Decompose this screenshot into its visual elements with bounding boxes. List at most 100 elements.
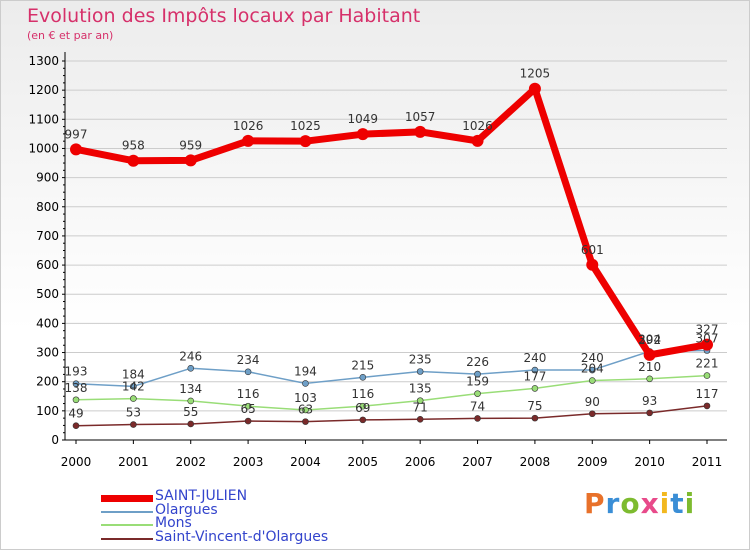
data-point: [416, 397, 424, 404]
data-label: 116: [237, 387, 260, 401]
data-point: [242, 134, 255, 147]
data-point: [127, 154, 140, 167]
data-label: 1026: [462, 119, 493, 133]
data-label: 307: [696, 331, 719, 345]
data-label: 74: [470, 399, 485, 413]
data-label: 138: [65, 381, 88, 395]
data-label: 304: [638, 332, 661, 346]
data-label: 90: [585, 395, 600, 409]
chart-title: Evolution des Impôts locaux par Habitant: [27, 5, 421, 27]
x-tick-label: 2011: [692, 455, 723, 469]
data-label: 159: [466, 375, 489, 389]
data-point: [414, 125, 427, 138]
data-label: 184: [122, 367, 145, 381]
y-tick-label: 200: [36, 375, 59, 389]
series-line: [75, 374, 708, 411]
data-label: 63: [298, 403, 313, 417]
y-tick-label: 800: [36, 200, 59, 214]
series-saint-julien: [70, 82, 713, 361]
data-label: 134: [179, 382, 202, 396]
data-label: 49: [68, 407, 83, 421]
data-label: 1025: [290, 119, 321, 133]
data-point: [72, 380, 80, 388]
data-point: [244, 402, 252, 410]
y-tick-label: 700: [36, 229, 59, 243]
data-point: [72, 396, 80, 404]
data-point: [588, 410, 596, 418]
data-point: [356, 128, 369, 141]
data-point: [531, 385, 539, 392]
data-label: 215: [351, 358, 374, 372]
data-label: 246: [179, 349, 202, 363]
data-label: 142: [122, 380, 145, 394]
data-label: 55: [183, 405, 198, 419]
x-tick-label: 2005: [348, 455, 379, 469]
proxiti-logo: Proxiti: [584, 487, 696, 520]
data-label: 240: [523, 351, 546, 365]
data-point: [474, 390, 481, 397]
y-tick-label: 0: [51, 433, 59, 447]
data-label: 1205: [520, 67, 551, 81]
y-tick-label: 100: [36, 404, 59, 418]
data-point: [299, 135, 312, 148]
y-tick-label: 1200: [28, 83, 59, 97]
data-label: 959: [179, 138, 202, 152]
data-label: 1057: [405, 110, 436, 124]
y-tick-label: 1000: [28, 141, 59, 155]
data-point: [359, 402, 367, 410]
data-point: [302, 380, 309, 387]
data-label: 65: [240, 402, 255, 416]
legend-label: SAINT-JULIEN: [155, 488, 248, 504]
data-label: 327: [696, 323, 719, 337]
legend-swatch: [101, 494, 153, 502]
data-label: 193: [65, 365, 88, 379]
x-tick-label: 2001: [118, 455, 149, 469]
data-point: [244, 417, 252, 425]
data-label: 177: [523, 369, 546, 383]
series-line: [75, 405, 708, 427]
data-point: [586, 258, 599, 271]
y-tick-label: 500: [36, 287, 59, 301]
chart-subtitle: (en € et par an): [27, 29, 114, 42]
data-point: [302, 418, 309, 425]
data-point: [588, 366, 596, 374]
data-label: 194: [294, 364, 317, 378]
data-label: 226: [466, 355, 489, 369]
series-saint-vincent-d-olargues: [72, 402, 711, 430]
data-label: 601: [581, 243, 604, 257]
data-label: 71: [413, 400, 428, 414]
y-tick-label: 300: [36, 346, 59, 360]
axis-layer: 0 100 200 300 400 500 600 700 800 900 1000 1100 1200…: [28, 52, 727, 469]
legend-label: Mons: [155, 515, 192, 531]
y-tick-label: 1300: [28, 54, 59, 68]
data-point: [703, 372, 711, 379]
data-label: 997: [65, 127, 88, 141]
x-tick-label: 2010: [634, 455, 665, 469]
legend-label: Olargues: [155, 502, 218, 518]
grid-layer: [65, 60, 727, 412]
x-tick-label: 2006: [405, 455, 436, 469]
data-point: [130, 421, 137, 428]
x-tick-label: 2009: [577, 455, 608, 469]
data-point: [187, 364, 195, 372]
data-label: 135: [409, 382, 432, 396]
data-point: [531, 414, 539, 422]
x-tick-label: 2000: [61, 455, 92, 469]
data-point: [244, 368, 252, 376]
data-label: 1026: [233, 119, 264, 133]
data-point: [643, 348, 656, 361]
data-point: [72, 422, 80, 430]
data-label: 234: [237, 353, 260, 367]
data-point: [187, 397, 195, 405]
data-point: [471, 134, 484, 147]
data-point: [474, 415, 481, 422]
series-line: [72, 85, 711, 359]
y-tick-label: 900: [36, 171, 59, 185]
data-label: 1049: [348, 112, 379, 126]
data-point: [701, 338, 713, 351]
y-tick-label: 600: [36, 258, 59, 272]
y-tick-label: 1100: [28, 112, 59, 126]
data-point: [130, 383, 137, 390]
series-line: [75, 349, 708, 388]
